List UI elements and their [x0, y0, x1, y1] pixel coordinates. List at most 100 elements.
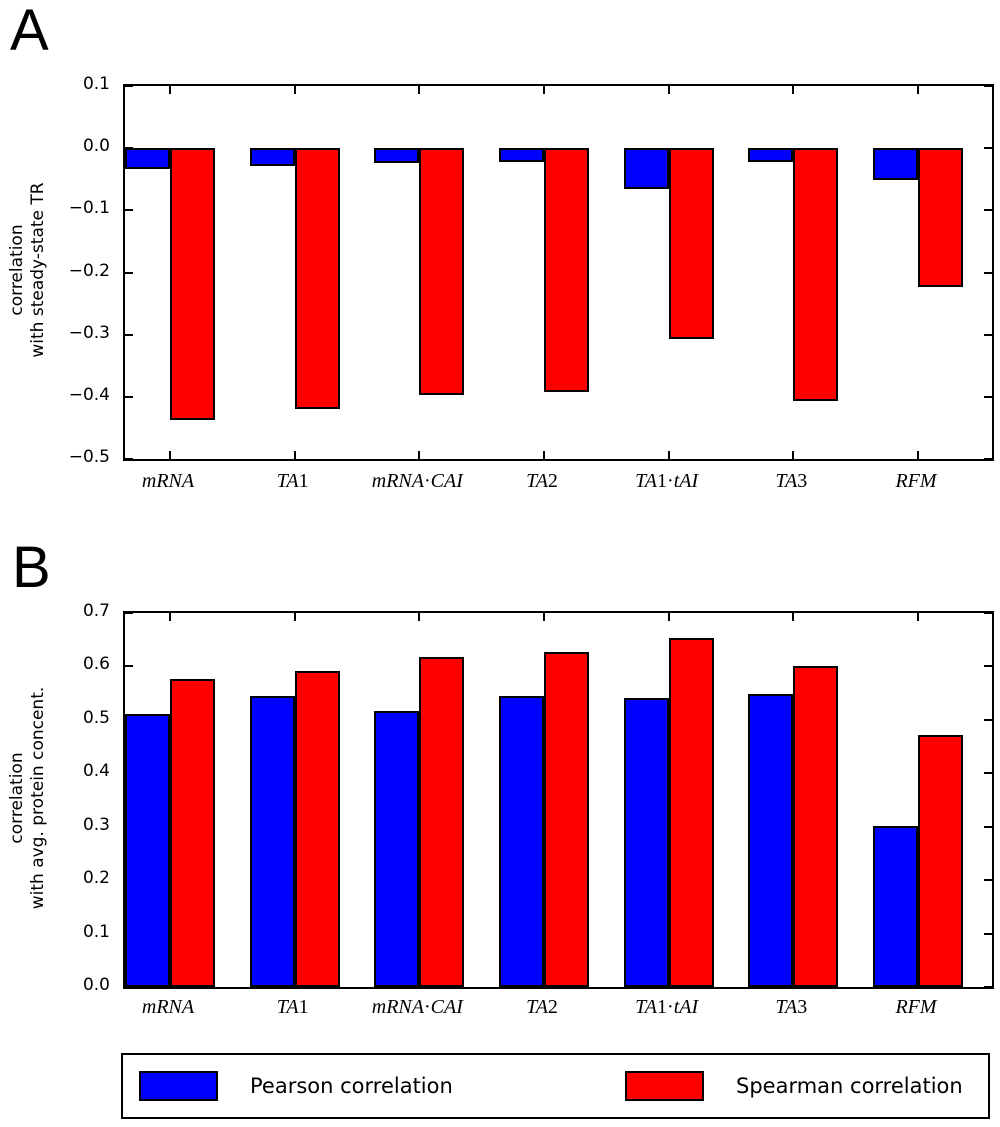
panel-b-bar-pearson-mRNACAI [374, 710, 420, 987]
x-tick-mark [418, 86, 421, 94]
y-tick-mark [125, 271, 133, 274]
panel-a-letter: A [10, 0, 49, 63]
spearman-color-swatch [625, 1071, 704, 1101]
y-tick-mark [984, 395, 992, 398]
y-tick-mark [125, 333, 133, 336]
y-tick-mark [984, 879, 992, 882]
y-tick-mark [984, 612, 992, 614]
legend-box: Pearson correlation Spearman correlation [121, 1053, 990, 1119]
y-tick-mark [984, 665, 992, 668]
x-tick-label: TA1 [276, 470, 309, 492]
y-tick-label: −0.1 [68, 198, 110, 219]
x-tick-mark [667, 613, 670, 621]
panel-a-bar-spearman-TA1tAI [668, 148, 714, 339]
y-tick-label: −0.3 [68, 322, 110, 343]
x-tick-mark [169, 86, 171, 94]
y-tick-mark [125, 665, 133, 668]
panel-a-bar-pearson-mRNA [125, 148, 170, 169]
panel-a-plot-area [123, 84, 994, 461]
y-tick-label: 0.2 [82, 868, 110, 889]
y-tick-mark [984, 271, 992, 274]
panel-b-plot-area [123, 611, 994, 989]
x-tick-label: TA2 [526, 996, 558, 1018]
pearson-color-swatch [139, 1071, 218, 1101]
panel-b-letter: B [12, 535, 51, 600]
y-tick-label: 0.6 [82, 654, 110, 675]
x-tick-label: TA1·tAI [635, 470, 699, 492]
x-tick-mark [917, 613, 919, 621]
x-tick-mark [543, 451, 545, 459]
y-tick-mark [984, 986, 992, 988]
x-tick-mark [543, 86, 545, 94]
panel-a-bar-pearson-mRNACAI [374, 148, 420, 164]
panel-b-bar-pearson-TA1tAI [623, 698, 669, 987]
panel-a-bar-spearman-mRNA [170, 148, 215, 420]
x-tick-mark [792, 451, 795, 459]
legend-entry-spearman: Spearman correlation [625, 1071, 963, 1101]
panel-b-bar-spearman-RFM [918, 734, 963, 987]
x-tick-mark [917, 86, 919, 94]
y-tick-label: 0.5 [82, 707, 110, 728]
panel-a-bar-spearman-mRNACAI [419, 148, 465, 395]
x-tick-label: mRNA [141, 470, 195, 492]
y-tick-label: 0.4 [82, 761, 110, 782]
panel-a-bar-spearman-RFM [918, 148, 963, 288]
x-tick-mark [917, 451, 919, 459]
y-tick-mark [984, 85, 992, 87]
x-tick-label: mRNA·CAI [371, 470, 463, 492]
panel-a-bar-pearson-RFM [873, 148, 918, 181]
panel-a-bar-pearson-TA3 [748, 148, 794, 163]
panel-b-bar-spearman-mRNA [170, 679, 215, 987]
panel-a-y-axis-label-line1: correlation [7, 224, 27, 316]
y-tick-label: 0.0 [82, 136, 110, 157]
panel-b-bar-pearson-RFM [873, 825, 918, 987]
y-tick-label: −0.4 [68, 384, 110, 405]
y-tick-mark [984, 333, 992, 336]
x-tick-mark [293, 86, 296, 94]
pearson-legend-label: Pearson correlation [250, 1074, 453, 1098]
y-tick-label: −0.2 [68, 260, 110, 281]
y-tick-mark [125, 458, 133, 460]
x-tick-label: TA1 [276, 996, 309, 1018]
y-tick-mark [984, 772, 992, 775]
panel-b-bar-spearman-TA3 [793, 665, 839, 987]
panel-a-bar-pearson-TA2 [499, 148, 544, 162]
y-tick-mark [984, 209, 992, 212]
spearman-legend-label: Spearman correlation [736, 1074, 963, 1098]
x-tick-mark [667, 451, 670, 459]
panel-b-bar-spearman-mRNACAI [419, 657, 465, 987]
panel-a-bar-pearson-TA1 [249, 148, 295, 167]
x-tick-label: RFM [895, 470, 937, 492]
x-tick-mark [293, 451, 296, 459]
x-tick-mark [418, 613, 421, 621]
x-tick-label: TA2 [526, 470, 558, 492]
y-tick-mark [125, 612, 133, 614]
panel-b-bar-pearson-TA2 [499, 695, 544, 987]
y-tick-mark [984, 458, 992, 460]
panel-a-y-axis-label: correlation with steady-state TR [7, 182, 49, 357]
y-tick-mark [984, 718, 992, 721]
y-tick-label: 0.0 [82, 975, 110, 995]
y-tick-mark [125, 85, 133, 87]
y-tick-mark [125, 209, 133, 212]
legend-entry-pearson: Pearson correlation [139, 1071, 453, 1101]
x-tick-mark [293, 613, 296, 621]
y-tick-label: 0.1 [82, 74, 110, 94]
y-tick-mark [984, 147, 992, 150]
y-tick-mark [984, 825, 992, 828]
panel-b-bar-pearson-mRNA [125, 713, 170, 987]
x-tick-label: mRNA·CAI [371, 996, 463, 1018]
panel-a-bar-spearman-TA2 [544, 148, 589, 393]
x-tick-mark [543, 613, 545, 621]
y-tick-mark [125, 395, 133, 398]
x-tick-label: mRNA [141, 996, 195, 1018]
y-tick-label: 0.7 [82, 601, 110, 621]
x-tick-mark [667, 86, 670, 94]
panel-a-bar-spearman-TA1 [294, 148, 340, 409]
panel-b-bar-pearson-TA1 [249, 696, 295, 987]
panel-a-bar-pearson-TA1tAI [623, 148, 669, 189]
x-tick-mark [792, 86, 795, 94]
x-tick-label: TA3 [775, 996, 808, 1018]
x-tick-mark [169, 613, 171, 621]
